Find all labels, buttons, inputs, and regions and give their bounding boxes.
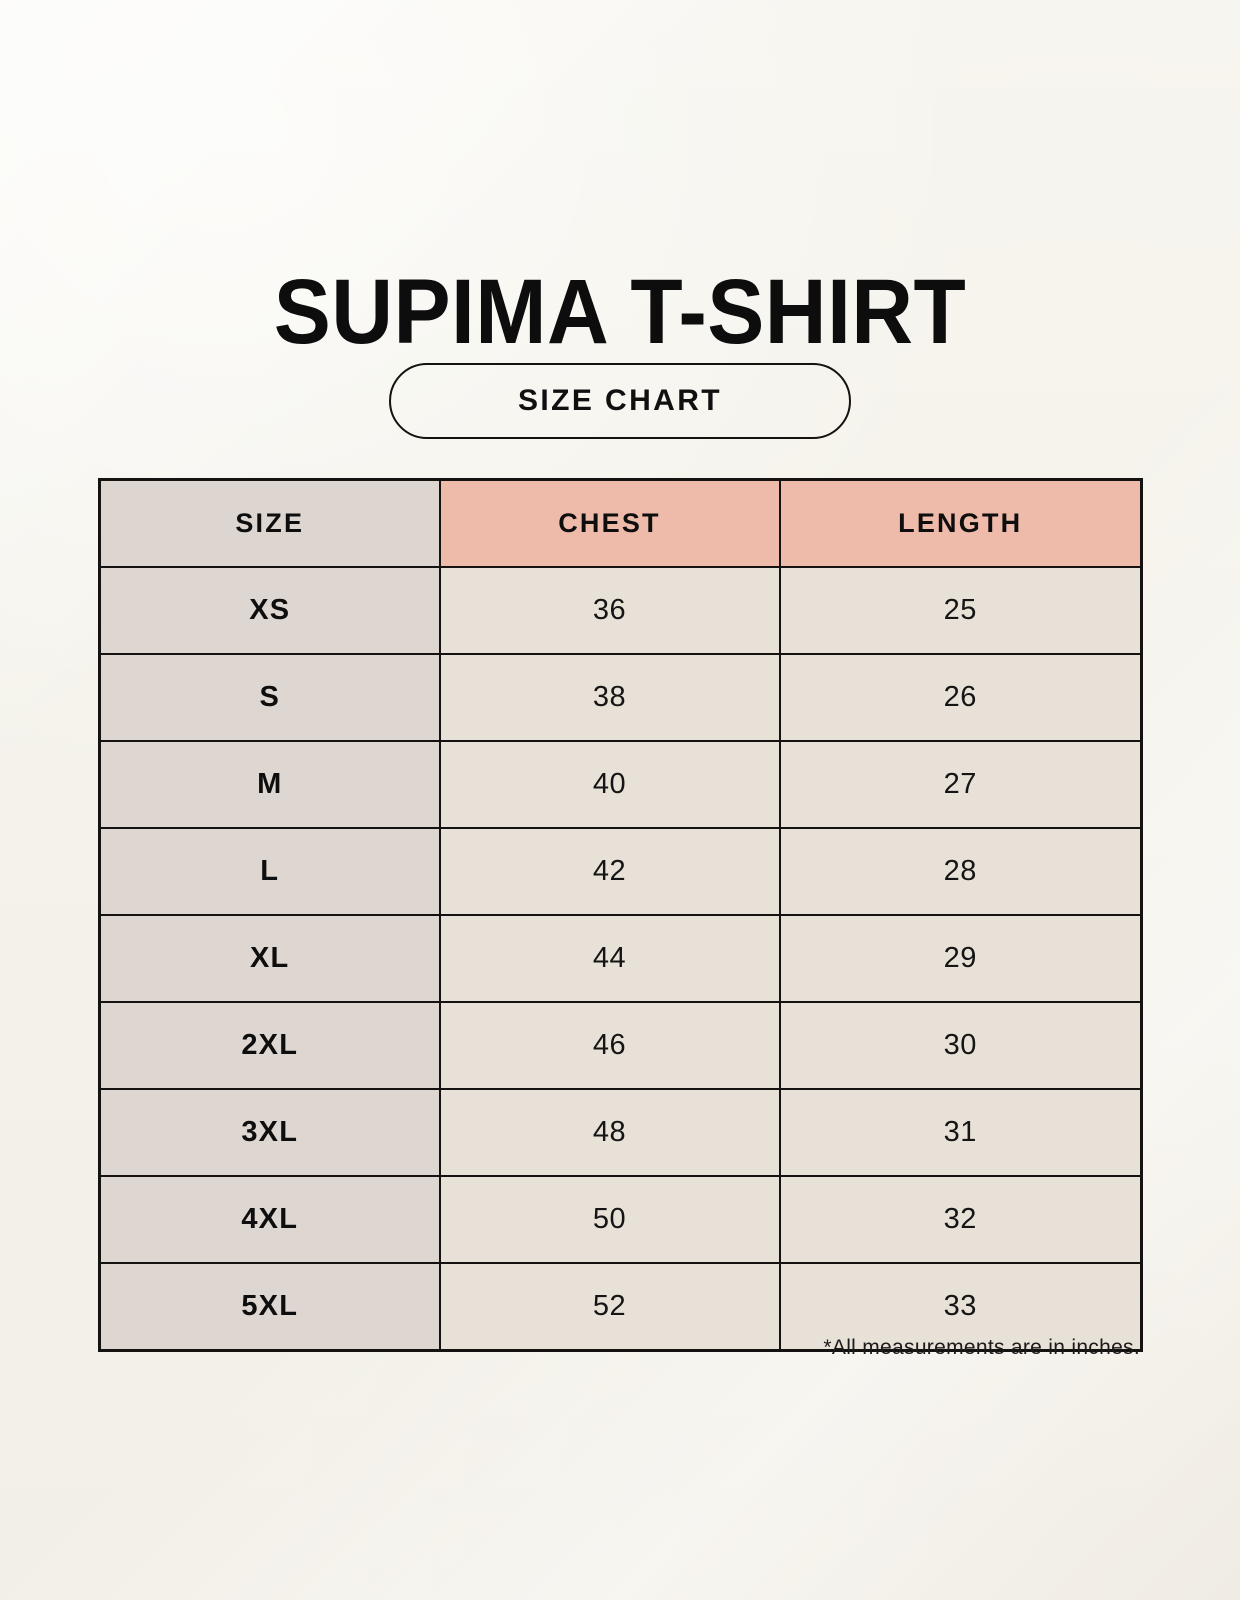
cell-chest: 52 [438, 1262, 781, 1352]
measurement-footnote: *All measurements are in inches. [823, 1336, 1140, 1359]
cell-size: M [98, 740, 441, 829]
table-header-row: SIZE CHEST LENGTH [98, 478, 1143, 568]
size-chart-badge: SIZE CHART [389, 363, 851, 439]
table-row: 3XL 48 31 [98, 1088, 1143, 1177]
cell-length: 26 [778, 653, 1143, 742]
cell-size: XS [98, 566, 441, 655]
cell-size: 5XL [98, 1262, 441, 1352]
cell-chest: 46 [438, 1001, 781, 1090]
column-header-chest: CHEST [438, 478, 781, 568]
cell-length: 28 [778, 827, 1143, 916]
column-header-length: LENGTH [778, 478, 1143, 568]
cell-length: 33 [778, 1262, 1143, 1352]
cell-size: 2XL [98, 1001, 441, 1090]
cell-size: 3XL [98, 1088, 441, 1177]
cell-length: 25 [778, 566, 1143, 655]
cell-chest: 36 [438, 566, 781, 655]
cell-length: 27 [778, 740, 1143, 829]
cell-size: XL [98, 914, 441, 1003]
table-row: 4XL 50 32 [98, 1175, 1143, 1264]
cell-length: 30 [778, 1001, 1143, 1090]
cell-chest: 44 [438, 914, 781, 1003]
table-header: SIZE CHEST LENGTH [98, 478, 1143, 568]
table-row: XL 44 29 [98, 914, 1143, 1003]
cell-size: L [98, 827, 441, 916]
table-row: M 40 27 [98, 740, 1143, 829]
cell-chest: 40 [438, 740, 781, 829]
column-header-size: SIZE [98, 478, 441, 568]
table-row: XS 36 25 [98, 566, 1143, 655]
table-row: 5XL 52 33 [98, 1262, 1143, 1352]
cell-length: 31 [778, 1088, 1143, 1177]
cell-chest: 48 [438, 1088, 781, 1177]
page-title: SUPIMA T-SHIRT [273, 260, 967, 363]
cell-size: S [98, 653, 441, 742]
badge-container: SIZE CHART [0, 363, 1240, 439]
cell-chest: 50 [438, 1175, 781, 1264]
cell-chest: 42 [438, 827, 781, 916]
table-row: 2XL 46 30 [98, 1001, 1143, 1090]
cell-length: 29 [778, 914, 1143, 1003]
table-row: L 42 28 [98, 827, 1143, 916]
table-row: S 38 26 [98, 653, 1143, 742]
cell-chest: 38 [438, 653, 781, 742]
cell-size: 4XL [98, 1175, 441, 1264]
cell-length: 32 [778, 1175, 1143, 1264]
table-body: XS 36 25 S 38 26 M 40 27 L 42 28 XL 44 [98, 566, 1143, 1352]
size-chart-table: SIZE CHEST LENGTH XS 36 25 S 38 26 M 40 … [98, 478, 1143, 1352]
